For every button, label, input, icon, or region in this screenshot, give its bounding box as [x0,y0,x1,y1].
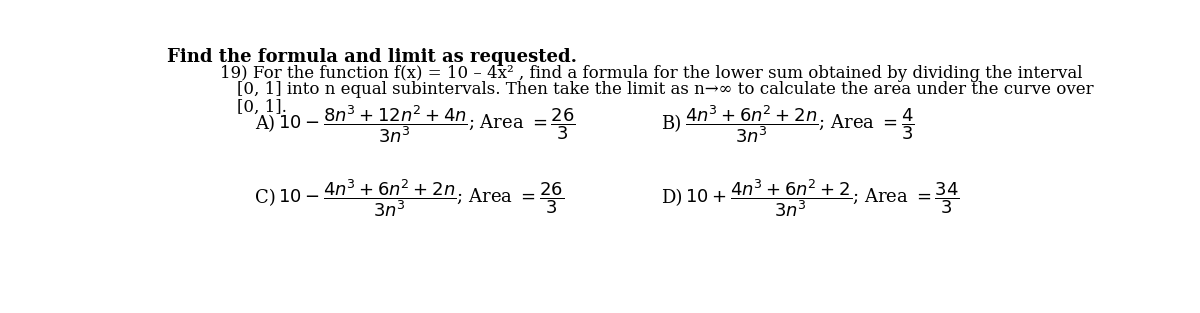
Text: $10 - \dfrac{8n^3 + 12n^2 + 4n}{3n^3}$; Area $= \dfrac{26}{3}$: $10 - \dfrac{8n^3 + 12n^2 + 4n}{3n^3}$; … [278,104,576,146]
Text: A): A) [254,115,275,134]
Text: [0, 1].: [0, 1]. [236,98,287,115]
Text: [0, 1] into n equal subintervals. Then take the limit as n→∞ to calculate the ar: [0, 1] into n equal subintervals. Then t… [236,81,1093,99]
Text: $10 + \dfrac{4n^3 + 6n^2 + 2}{3n^3}$; Area $= \dfrac{34}{3}$: $10 + \dfrac{4n^3 + 6n^2 + 2}{3n^3}$; Ar… [685,177,960,219]
Text: Find the formula and limit as requested.: Find the formula and limit as requested. [167,48,577,65]
Text: C): C) [254,189,275,207]
Text: B): B) [661,115,682,134]
Text: 19) For the function f(x) = 10 – 4x² , find a formula for the lower sum obtained: 19) For the function f(x) = 10 – 4x² , f… [220,64,1082,81]
Text: D): D) [661,189,683,207]
Text: $\dfrac{4n^3 + 6n^2 + 2n}{3n^3}$; Area $= \dfrac{4}{3}$: $\dfrac{4n^3 + 6n^2 + 2n}{3n^3}$; Area $… [685,104,914,146]
Text: $10 - \dfrac{4n^3 + 6n^2 + 2n}{3n^3}$; Area $= \dfrac{26}{3}$: $10 - \dfrac{4n^3 + 6n^2 + 2n}{3n^3}$; A… [278,177,564,219]
